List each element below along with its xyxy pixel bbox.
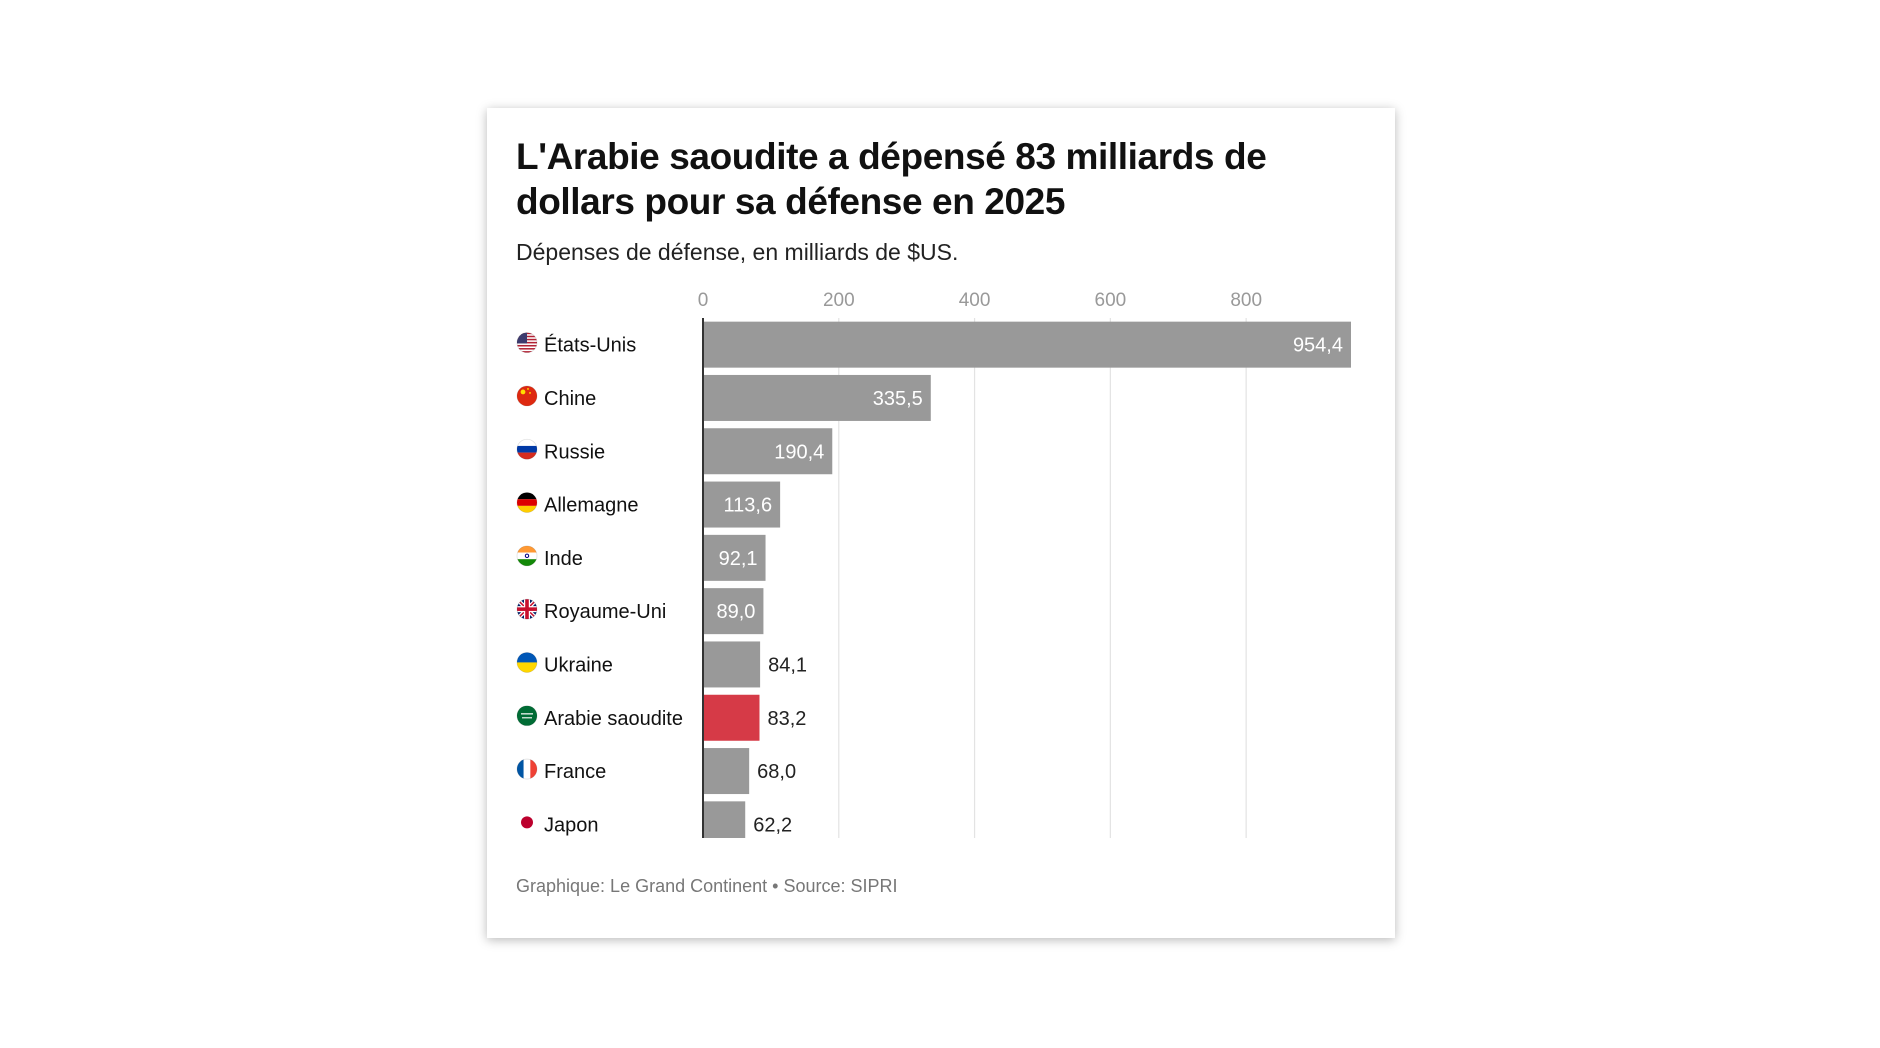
category-label: France (544, 761, 606, 783)
value-label: 62,2 (753, 814, 792, 836)
saudi-arabia-flag-icon (516, 705, 538, 727)
category-label: Japon (544, 814, 599, 836)
bar (703, 748, 750, 795)
bar (703, 428, 833, 475)
value-label: 335,5 (873, 388, 923, 410)
bar (703, 534, 766, 581)
value-label: 954,4 (1293, 335, 1343, 357)
us-flag-icon (516, 332, 538, 354)
x-tick-label: 600 (1095, 290, 1127, 311)
category-label: Chine (544, 388, 596, 410)
bar-highlight (703, 694, 760, 741)
bar-chart: 0 200 400 600 800 États-Unis 954,4 Chine 335,5 Ru… (516, 290, 1351, 838)
category-label: États-Unis (544, 334, 636, 357)
germany-flag-icon (516, 492, 538, 513)
x-tick-label: 400 (959, 290, 991, 311)
x-tick-label: 200 (823, 290, 855, 311)
category-label: Arabie saoudite (544, 708, 683, 730)
value-label: 190,4 (774, 441, 824, 463)
chart-source: Graphique: Le Grand Continent • Source: … (516, 876, 898, 896)
chart-card: L'Arabie saoudite a dépensé 83 milliards… (487, 108, 1395, 938)
value-label: 89,0 (716, 601, 755, 623)
bar (703, 801, 746, 838)
uk-flag-icon (516, 598, 538, 620)
category-label: Russie (544, 441, 605, 463)
value-label: 68,0 (757, 761, 796, 783)
india-flag-icon (516, 545, 538, 567)
bar (703, 374, 931, 421)
bar (703, 321, 1351, 368)
category-label: Ukraine (544, 654, 613, 676)
value-label: 83,2 (767, 708, 806, 730)
russia-flag-icon (516, 438, 538, 460)
bar (703, 481, 781, 528)
category-label: Inde (544, 548, 583, 570)
category-label: Allemagne (544, 495, 639, 517)
bar (703, 588, 764, 635)
x-tick-label: 0 (698, 290, 709, 311)
chart-title: L'Arabie saoudite a dépensé 83 milliards… (516, 136, 1267, 222)
x-tick-label: 800 (1230, 290, 1262, 311)
china-flag-icon (516, 385, 538, 407)
japan-flag-icon (517, 812, 537, 833)
france-flag-icon (516, 758, 538, 780)
value-label: 92,1 (719, 548, 758, 570)
ukraine-flag-icon (516, 652, 538, 673)
chart-subtitle: Dépenses de défense, en milliards de $US… (516, 239, 959, 265)
category-label: Royaume-Uni (544, 601, 666, 623)
value-label: 84,1 (768, 654, 807, 676)
bar (703, 641, 761, 688)
value-label: 113,6 (724, 495, 773, 517)
